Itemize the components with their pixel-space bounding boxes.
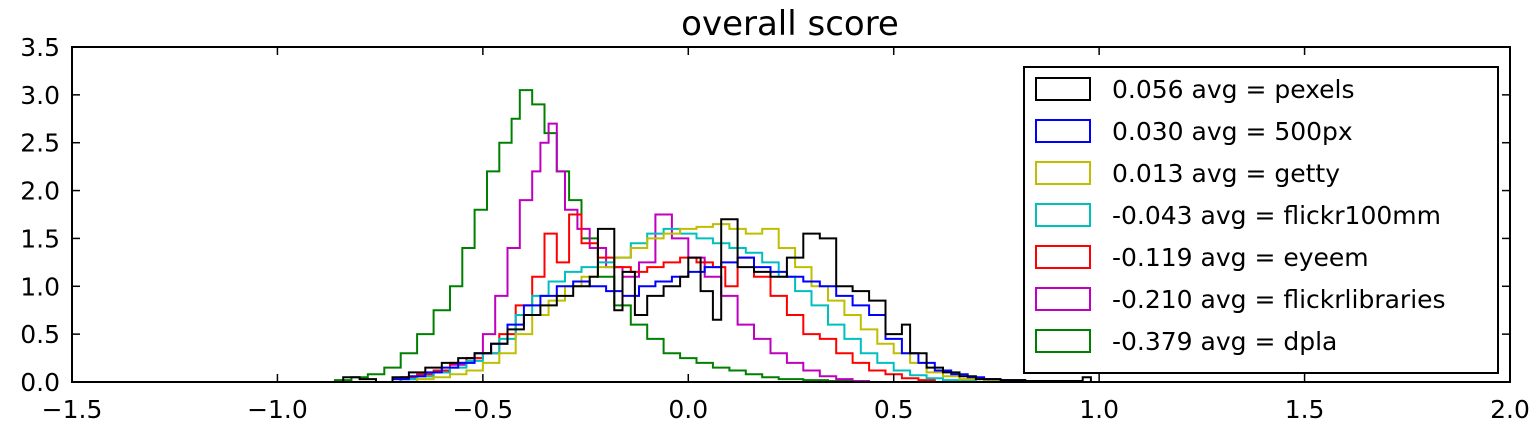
legend-label-5: -0.210 avg = flickrlibraries (1112, 285, 1446, 314)
legend-swatch-2 (1035, 161, 1091, 185)
x-tick-label: −1.5 (42, 395, 103, 424)
legend-label-0: 0.056 avg = pexels (1112, 75, 1355, 104)
legend-swatch-0 (1035, 77, 1091, 101)
legend-label-6: -0.379 avg = dpla (1112, 327, 1337, 356)
plot-area-frame (71, 46, 1511, 383)
y-tick-label: 2.0 (20, 177, 60, 206)
chart-title: overall score (681, 4, 899, 44)
legend-label-1: 0.030 avg = 500px (1112, 117, 1353, 146)
legend-swatch-1 (1035, 119, 1091, 143)
legend-label-3: -0.043 avg = flickr100mm (1112, 201, 1441, 230)
x-tick-label: 1.0 (1079, 395, 1119, 424)
legend-swatch-5 (1035, 287, 1091, 311)
y-tick-label: 3.0 (20, 81, 60, 110)
legend-box (1023, 66, 1499, 374)
x-tick-label: 0.0 (668, 395, 708, 424)
axis-ticks: −1.5 −1.0 −0.5 0.0 0.5 1.0 1.5 2.0 0.0 0.5 1.0 1.5 2… (20, 33, 1530, 424)
x-tick-label: 0.5 (874, 395, 914, 424)
legend-swatch-6 (1035, 329, 1091, 353)
histogram-series-5 (384, 122, 871, 383)
histogram-series-0 (334, 218, 1092, 383)
x-tick-label: 1.5 (1285, 395, 1325, 424)
legend: 0.056 avg = pexels 0.030 avg = 500px 0.013… (1023, 66, 1499, 374)
x-tick-label: −1.0 (247, 395, 308, 424)
series-layer (310, 89, 1092, 383)
legend-label-2: 0.013 avg = getty (1112, 159, 1340, 188)
y-tick-label: 0.5 (20, 320, 60, 349)
legend-label-4: -0.119 avg = eyeem (1112, 243, 1369, 272)
y-tick-label: 3.5 (20, 33, 60, 62)
x-tick-label: 2.0 (1490, 395, 1530, 424)
legend-swatch-4 (1035, 245, 1091, 269)
x-tick-label: −0.5 (452, 395, 513, 424)
y-tick-label: 1.5 (20, 224, 60, 253)
y-tick-label: 1.0 (20, 272, 60, 301)
y-tick-label: 0.0 (20, 368, 60, 397)
y-tick-label: 2.5 (20, 129, 60, 158)
legend-swatch-3 (1035, 203, 1091, 227)
histogram-series-2 (400, 223, 1002, 383)
